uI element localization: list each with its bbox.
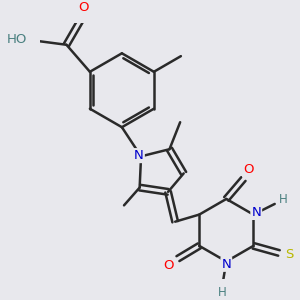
- Text: HO: HO: [6, 33, 27, 46]
- Text: N: N: [221, 258, 231, 271]
- Text: O: O: [164, 259, 174, 272]
- Text: O: O: [243, 163, 254, 176]
- Text: N: N: [134, 149, 144, 162]
- Text: N: N: [251, 206, 261, 219]
- Text: S: S: [285, 248, 293, 261]
- Text: O: O: [78, 1, 89, 14]
- Text: H: H: [218, 286, 226, 298]
- Text: H: H: [279, 193, 288, 206]
